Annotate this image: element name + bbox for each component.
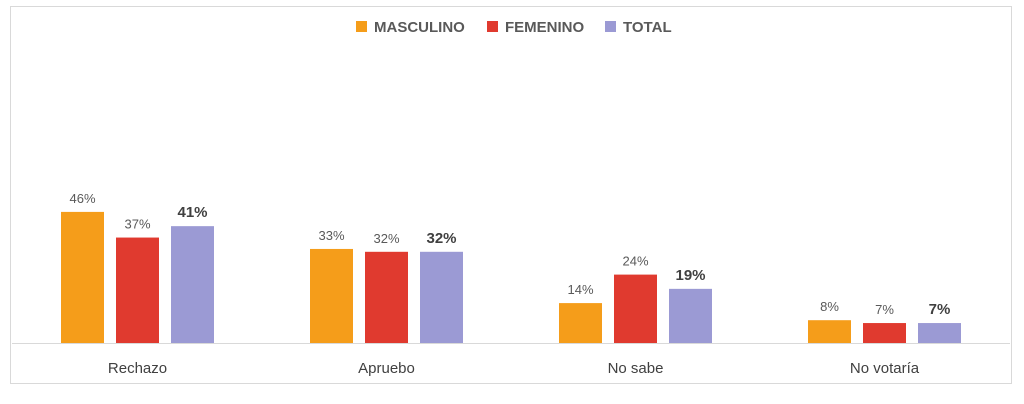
- legend-swatch-femenino: [487, 21, 498, 32]
- category-label-no-sabe: No sabe: [608, 360, 664, 377]
- bar-no-sabe-total: [669, 288, 712, 343]
- legend-swatch-total: [605, 21, 616, 32]
- data-label-no-sabe-masculino: 14%: [567, 282, 593, 297]
- data-label-apruebo-femenino: 32%: [373, 231, 399, 246]
- bar-no-votar-a-total: [918, 323, 961, 343]
- bar-rechazo-femenino: [116, 237, 159, 343]
- category-label-rechazo: Rechazo: [108, 360, 167, 377]
- legend-label-femenino: FEMENINO: [505, 19, 585, 36]
- data-label-no-votar-a-femenino: 7%: [875, 302, 894, 317]
- bar-no-sabe-femenino: [614, 274, 657, 343]
- bar-no-votar-a-masculino: [808, 320, 851, 343]
- data-label-no-votar-a-total: 7%: [929, 301, 951, 318]
- bar-apruebo-femenino: [365, 251, 408, 343]
- data-label-no-sabe-femenino: 24%: [622, 254, 648, 269]
- bar-no-sabe-masculino: [559, 303, 602, 343]
- data-label-rechazo-masculino: 46%: [69, 191, 95, 206]
- data-label-no-votar-a-masculino: 8%: [820, 299, 839, 314]
- category-label-apruebo: Apruebo: [358, 360, 415, 377]
- legend-swatch-masculino: [356, 21, 367, 32]
- data-label-rechazo-femenino: 37%: [124, 217, 150, 232]
- bar-rechazo-masculino: [61, 211, 104, 343]
- data-label-rechazo-total: 41%: [177, 204, 207, 221]
- data-label-apruebo-total: 32%: [426, 230, 456, 247]
- legend-label-total: TOTAL: [623, 19, 672, 36]
- bar-no-votar-a-femenino: [863, 323, 906, 343]
- bar-apruebo-masculino: [310, 248, 353, 343]
- bar-rechazo-total: [171, 226, 214, 343]
- data-label-apruebo-masculino: 33%: [318, 228, 344, 243]
- bar-apruebo-total: [420, 251, 463, 343]
- category-label-no-votar-a: No votaría: [850, 360, 920, 377]
- legend-label-masculino: MASCULINO: [374, 19, 465, 36]
- data-label-no-sabe-total: 19%: [675, 267, 705, 284]
